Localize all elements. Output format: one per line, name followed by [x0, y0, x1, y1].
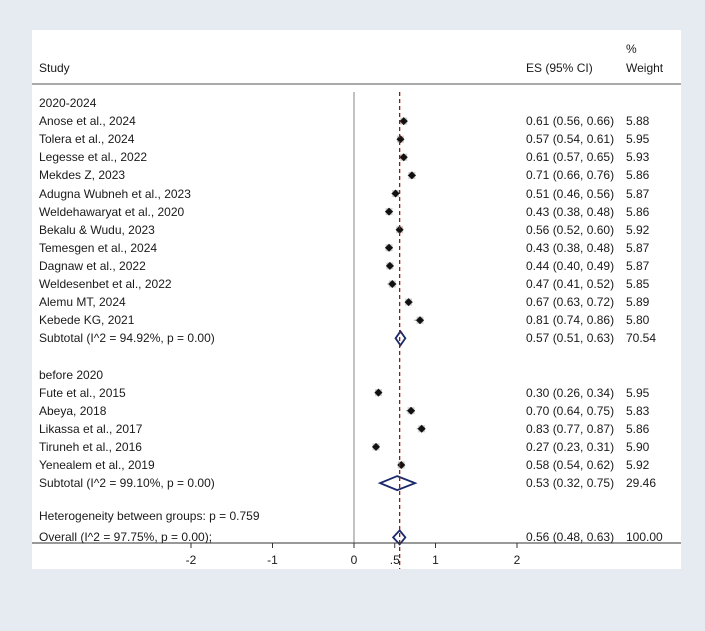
study-point-marker: [399, 117, 408, 126]
weight-header-line1: %: [626, 42, 637, 56]
study-weight: 5.85: [626, 277, 650, 291]
study-es-ci: 0.61 (0.56, 0.66): [526, 114, 615, 129]
study-point-marker: [417, 424, 426, 433]
study-es-ci: 0.83 (0.77, 0.87): [526, 421, 615, 436]
heterogeneity-text: Heterogeneity between groups: p = 0.759: [39, 509, 260, 524]
study-es-ci: 0.70 (0.64, 0.75): [526, 403, 615, 418]
study-es-ci: 0.30 (0.26, 0.34): [526, 385, 615, 400]
study-name: Alemu MT, 2024: [39, 295, 126, 310]
study-weight: 5.83: [626, 403, 650, 418]
study-point-marker: [385, 207, 394, 216]
study-es-ci: 0.58 (0.54, 0.62): [526, 458, 615, 472]
study-weight: 5.95: [626, 132, 650, 147]
study-point-marker: [374, 388, 383, 397]
study-weight: 5.87: [626, 186, 650, 201]
x-tick-label: 2: [513, 553, 521, 567]
forest-plot-panel: % Study ES (95% CI) Weight 2020-2024 Anos…: [32, 30, 681, 569]
study-name: Legesse et al., 2022: [39, 150, 148, 165]
study-point-marker: [404, 298, 413, 307]
study-point-marker: [395, 225, 404, 234]
study-point-marker: [372, 442, 381, 451]
study-weight: 5.86: [626, 204, 650, 219]
group-label: 2020-2024: [39, 96, 97, 110]
study-weight: 5.89: [626, 295, 650, 310]
study-weight: 5.86: [626, 421, 650, 436]
study-weight: 5.92: [626, 458, 650, 472]
study-es-ci: 0.61 (0.57, 0.65): [526, 150, 615, 165]
study-name: Dagnaw et al., 2022: [39, 258, 146, 273]
study-es-ci: 0.44 (0.40, 0.49): [526, 258, 615, 273]
study-point-marker: [399, 153, 408, 162]
study-name: Anose et al., 2024: [39, 114, 136, 129]
study-weight: 5.92: [626, 222, 650, 237]
study-es-ci: 0.43 (0.38, 0.48): [526, 240, 615, 255]
overall-label: Overall (I^2 = 97.75%, p = 0.00);: [39, 530, 213, 545]
study-name: Tiruneh et al., 2016: [39, 439, 142, 454]
study-name: Kebede KG, 2021: [39, 313, 135, 328]
x-tick-label: -2: [185, 553, 197, 567]
x-tick-label: .5: [389, 553, 400, 567]
subtotal-es-ci: 0.53 (0.32, 0.75): [526, 476, 615, 491]
study-name: Likassa et al., 2017: [39, 421, 143, 436]
overall-es-ci: 0.56 (0.48, 0.63): [526, 530, 615, 545]
study-point-marker: [391, 189, 400, 198]
study-weight: 5.87: [626, 258, 650, 273]
subtotal-weight: 70.54: [626, 331, 657, 346]
study-name: Temesgen et al., 2024: [39, 240, 158, 255]
study-es-ci: 0.57 (0.54, 0.61): [526, 132, 615, 147]
study-es-ci: 0.81 (0.74, 0.86): [526, 313, 615, 328]
subtotal-label: Subtotal (I^2 = 94.92%, p = 0.00): [39, 331, 215, 346]
forest-plot-canvas: [32, 83, 681, 569]
study-name: Adugna Wubneh et al., 2023: [39, 186, 191, 201]
study-es-ci: 0.71 (0.66, 0.76): [526, 168, 615, 183]
study-weight: 5.80: [626, 313, 650, 328]
study-name: Weldehawaryat et al., 2020: [39, 204, 185, 219]
group-label: before 2020: [39, 367, 104, 382]
study-es-ci: 0.43 (0.38, 0.48): [526, 204, 615, 219]
study-name: Weldesenbet et al., 2022: [39, 277, 172, 291]
subtotal-diamond: [394, 329, 407, 347]
study-es-ci: 0.51 (0.46, 0.56): [526, 186, 615, 201]
study-es-ci: 0.67 (0.63, 0.72): [526, 295, 615, 310]
study-es-ci: 0.56 (0.52, 0.60): [526, 222, 615, 237]
x-tick-label: 0: [350, 553, 358, 567]
study-name: Tolera et al., 2024: [39, 132, 135, 147]
study-es-ci: 0.47 (0.41, 0.52): [526, 277, 615, 291]
study-point-marker: [407, 171, 416, 180]
study-name: Bekalu & Wudu, 2023: [39, 222, 155, 237]
es-column-header: ES (95% CI): [526, 61, 593, 75]
study-weight: 5.87: [626, 240, 650, 255]
subtotal-label: Subtotal (I^2 = 99.10%, p = 0.00): [39, 476, 215, 491]
study-weight: 5.86: [626, 168, 650, 183]
study-name: Yenealem et al., 2019: [39, 458, 155, 472]
x-tick-label: 1: [432, 553, 439, 567]
study-point-marker: [385, 261, 394, 270]
subtotal-weight: 29.46: [626, 476, 657, 491]
study-name: Abeya, 2018: [39, 403, 107, 418]
study-point-marker: [407, 406, 416, 415]
study-weight: 5.90: [626, 439, 650, 454]
study-weight: 5.88: [626, 114, 650, 129]
study-weight: 5.95: [626, 385, 650, 400]
subtotal-diamond: [377, 475, 418, 492]
study-point-marker: [396, 135, 405, 144]
subtotal-es-ci: 0.57 (0.51, 0.63): [526, 331, 615, 346]
study-point-marker: [416, 316, 425, 325]
study-weight: 5.93: [626, 150, 650, 165]
study-point-marker: [385, 243, 394, 252]
study-column-header: Study: [39, 61, 70, 75]
study-name: Fute et al., 2015: [39, 385, 126, 400]
weight-header-line2: Weight: [626, 61, 664, 75]
overall-diamond: [391, 529, 407, 546]
x-tick-label: -1: [267, 553, 278, 567]
study-es-ci: 0.27 (0.23, 0.31): [526, 439, 615, 454]
overall-weight: 100.00: [626, 530, 663, 545]
study-point-marker: [388, 280, 397, 288]
study-name: Mekdes Z, 2023: [39, 168, 126, 183]
